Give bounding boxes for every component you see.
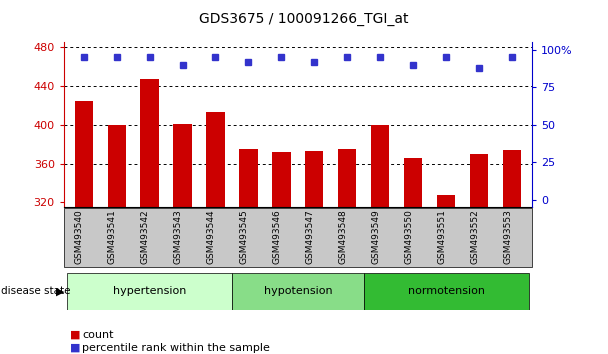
- Bar: [404, 158, 423, 207]
- Bar: [338, 149, 356, 207]
- Bar: [272, 152, 291, 207]
- Text: hypotension: hypotension: [264, 286, 332, 296]
- Text: GSM493548: GSM493548: [339, 210, 347, 264]
- Text: GSM493542: GSM493542: [140, 210, 150, 264]
- Bar: [240, 149, 258, 207]
- Bar: [232, 273, 364, 310]
- Text: GSM493544: GSM493544: [207, 210, 215, 264]
- Text: GSM493545: GSM493545: [240, 210, 249, 264]
- Bar: [371, 125, 389, 207]
- Text: ■: ■: [70, 330, 80, 339]
- Bar: [108, 125, 126, 207]
- Text: count: count: [82, 330, 114, 339]
- Bar: [75, 101, 92, 207]
- Text: GSM493551: GSM493551: [437, 210, 446, 264]
- Text: GSM493546: GSM493546: [272, 210, 282, 264]
- Text: percentile rank within the sample: percentile rank within the sample: [82, 343, 270, 353]
- Text: GSM493553: GSM493553: [503, 210, 512, 264]
- Bar: [173, 124, 192, 207]
- Text: GDS3675 / 100091266_TGI_at: GDS3675 / 100091266_TGI_at: [199, 12, 409, 27]
- Text: hypertension: hypertension: [113, 286, 186, 296]
- Bar: [207, 112, 224, 207]
- Text: GSM493547: GSM493547: [305, 210, 314, 264]
- Text: GSM493549: GSM493549: [371, 210, 381, 264]
- Text: ▶: ▶: [56, 286, 64, 296]
- Bar: [305, 151, 323, 207]
- Text: normotension: normotension: [408, 286, 485, 296]
- Text: GSM493550: GSM493550: [404, 210, 413, 264]
- Text: GSM493552: GSM493552: [470, 210, 479, 264]
- Bar: [140, 79, 159, 207]
- Text: disease state: disease state: [1, 286, 71, 296]
- Text: GSM493540: GSM493540: [75, 210, 84, 264]
- Text: ■: ■: [70, 343, 80, 353]
- Text: GSM493543: GSM493543: [173, 210, 182, 264]
- Bar: [470, 154, 488, 207]
- Bar: [503, 150, 521, 207]
- Text: GSM493541: GSM493541: [108, 210, 117, 264]
- Bar: [437, 194, 455, 207]
- Bar: [67, 273, 232, 310]
- Bar: [364, 273, 529, 310]
